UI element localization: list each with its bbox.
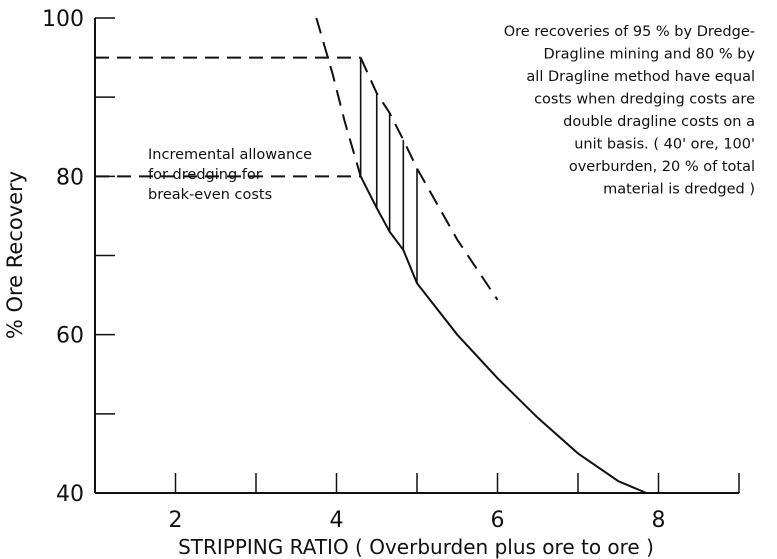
annotation-right-line: overburden, 20 % of total	[569, 159, 755, 175]
x-tick-label: 2	[169, 508, 183, 533]
x-axis-label: STRIPPING RATIO ( Overburden plus ore to…	[178, 535, 654, 559]
y-tick-label: 100	[42, 7, 84, 32]
y-tick-label: 60	[56, 324, 84, 349]
y-tick-label: 80	[56, 165, 84, 190]
x-tick-label: 6	[491, 508, 505, 533]
annotation-right-line: Dragline mining and 80 % by	[544, 47, 756, 63]
series-line-1	[359, 57, 499, 301]
annotation-right-line: all Dragline method have equal	[526, 69, 755, 85]
x-tick-label: 8	[652, 508, 666, 533]
annotation-right-line: unit basis. ( 40' ore, 100'	[574, 137, 755, 153]
y-tick-label: 40	[56, 482, 84, 507]
y-axis-label: % Ore Recovery	[3, 171, 27, 339]
annotation-left-line: for dredging for	[148, 167, 262, 183]
series-line-2	[315, 17, 362, 177]
annotation-left-line: Incremental allowance	[148, 147, 312, 163]
annotation-right-line: Ore recoveries of 95 % by Dredge-	[504, 24, 755, 40]
x-tick-label: 4	[330, 508, 344, 533]
annotation-right-line: material is dredged )	[603, 182, 755, 198]
series-line-0	[359, 175, 647, 494]
annotation-right-line: costs when dredging costs are	[534, 92, 755, 108]
annotation-right-line: double dragline costs on a	[563, 114, 755, 130]
annotation-left-line: break-even costs	[148, 187, 272, 203]
